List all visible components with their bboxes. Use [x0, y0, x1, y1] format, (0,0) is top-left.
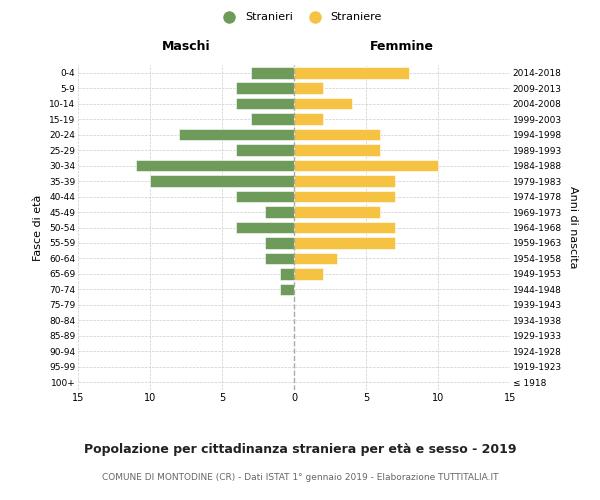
- Bar: [294, 268, 323, 280]
- Bar: [294, 206, 380, 218]
- Bar: [294, 129, 380, 140]
- Bar: [251, 67, 294, 78]
- Bar: [265, 206, 294, 218]
- Bar: [294, 144, 380, 156]
- Bar: [179, 129, 294, 140]
- Bar: [150, 176, 294, 187]
- Y-axis label: Fasce di età: Fasce di età: [34, 194, 43, 260]
- Bar: [280, 268, 294, 280]
- Text: Femmine: Femmine: [370, 40, 434, 52]
- Bar: [236, 144, 294, 156]
- Bar: [294, 67, 409, 78]
- Text: COMUNE DI MONTODINE (CR) - Dati ISTAT 1° gennaio 2019 - Elaborazione TUTTITALIA.: COMUNE DI MONTODINE (CR) - Dati ISTAT 1°…: [102, 472, 498, 482]
- Bar: [265, 252, 294, 264]
- Y-axis label: Anni di nascita: Anni di nascita: [568, 186, 578, 269]
- Bar: [294, 82, 323, 94]
- Text: Maschi: Maschi: [161, 40, 211, 52]
- Bar: [236, 98, 294, 110]
- Bar: [294, 252, 337, 264]
- Bar: [236, 190, 294, 202]
- Bar: [294, 237, 395, 249]
- Bar: [294, 190, 395, 202]
- Bar: [136, 160, 294, 172]
- Bar: [294, 114, 323, 125]
- Bar: [280, 284, 294, 295]
- Legend: Stranieri, Straniere: Stranieri, Straniere: [214, 8, 386, 27]
- Bar: [294, 98, 352, 110]
- Bar: [265, 237, 294, 249]
- Bar: [236, 222, 294, 234]
- Bar: [294, 222, 395, 234]
- Text: Popolazione per cittadinanza straniera per età e sesso - 2019: Popolazione per cittadinanza straniera p…: [84, 442, 516, 456]
- Bar: [294, 176, 395, 187]
- Bar: [294, 160, 438, 172]
- Bar: [236, 82, 294, 94]
- Bar: [251, 114, 294, 125]
